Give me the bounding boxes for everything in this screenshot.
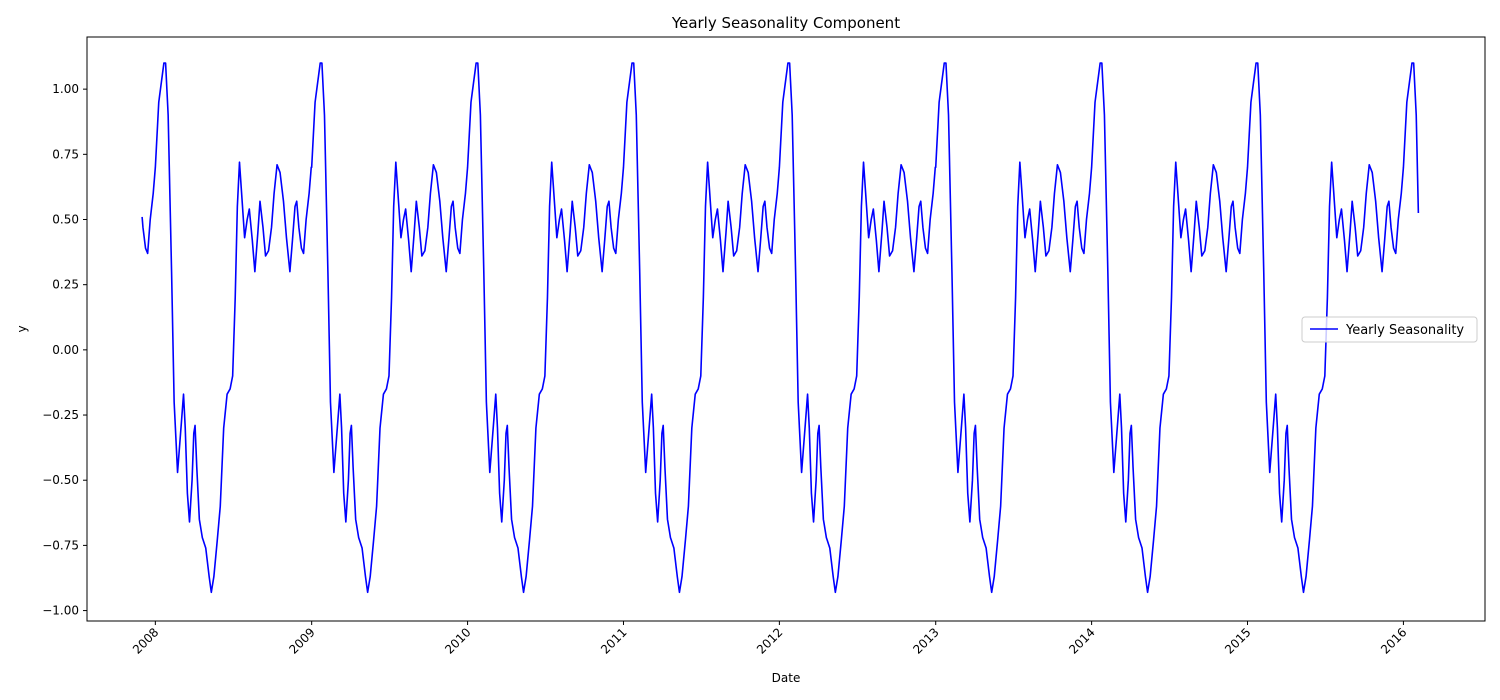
y-axis-label: y	[15, 325, 29, 332]
series-line-yearly-seasonality	[141, 62, 1420, 594]
x-axis-label: Date	[772, 671, 801, 685]
y-tick-label: 0.50	[52, 213, 79, 227]
legend-label: Yearly Seasonality	[1345, 323, 1464, 338]
y-axis: 1.00 0.75 0.50 0.25 0.00 −0.25 −0.50 −0.75 −1.00	[42, 82, 87, 618]
y-tick-label: 0.75	[52, 147, 79, 161]
y-tick-label: 0.00	[52, 343, 79, 357]
y-tick-label: 0.25	[52, 278, 79, 292]
legend: Yearly Seasonality	[1301, 316, 1478, 343]
y-tick-label: −1.00	[42, 604, 79, 618]
y-tick-label: 1.00	[52, 82, 79, 96]
plot-area	[141, 62, 1420, 594]
y-tick-label: −0.75	[42, 538, 79, 552]
plot-frame	[86, 36, 1486, 622]
y-tick-label: −0.50	[42, 473, 79, 487]
y-tick-label: −0.25	[42, 408, 79, 422]
legend-box	[1301, 316, 1478, 343]
chart-title: Yearly Seasonality Component	[671, 14, 900, 32]
